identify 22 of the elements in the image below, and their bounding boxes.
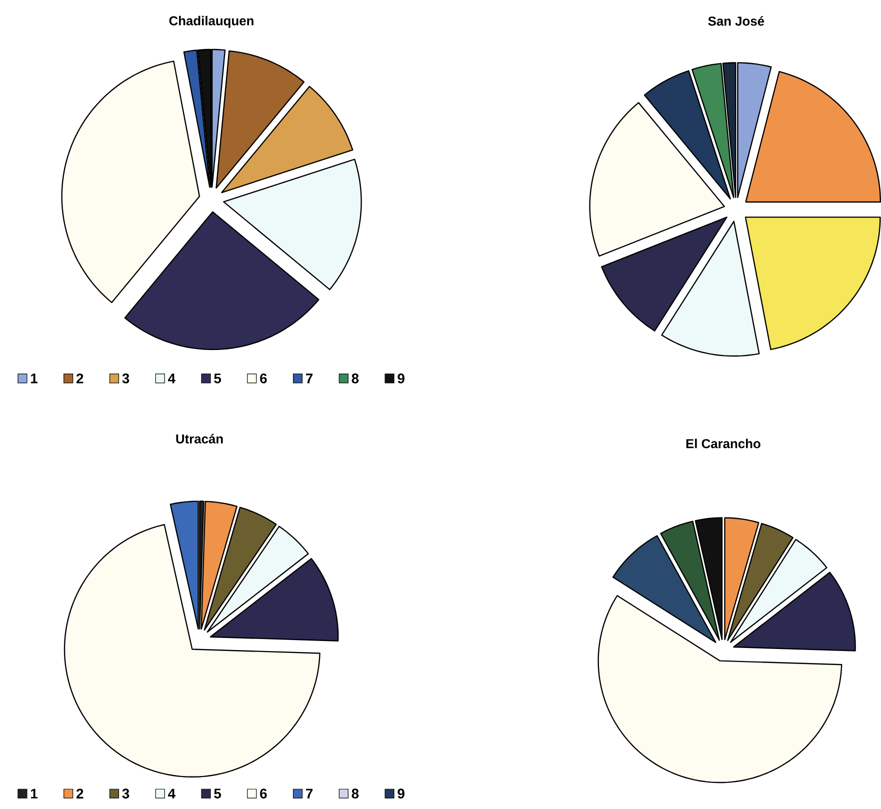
chart-title: El Carancho [686,438,760,448]
legend-label: 8 [352,788,359,799]
legend-label: 7 [306,788,313,798]
legend-label: 3 [122,374,130,384]
legend-label: 3 [122,788,130,799]
chart-title: Utracán [176,434,223,444]
legend-label: 6 [260,374,267,384]
legend-label: 9 [398,788,404,799]
legend-label: 5 [214,788,222,798]
legend-label: 6 [260,788,267,799]
chart-title: San José [708,16,764,26]
legend-label: 4 [168,788,176,798]
legend-label: 8 [352,374,359,384]
legend-label: 2 [76,374,84,384]
chart-title: Chadilauquen [169,16,254,28]
legend-label: 5 [214,374,222,384]
legend-label: 7 [306,374,313,384]
legend-label: 2 [76,788,84,798]
legend-label: 1 [31,374,38,384]
legend-label: 1 [31,788,38,798]
legend-label: 9 [398,374,404,384]
legend-label: 4 [168,374,176,384]
